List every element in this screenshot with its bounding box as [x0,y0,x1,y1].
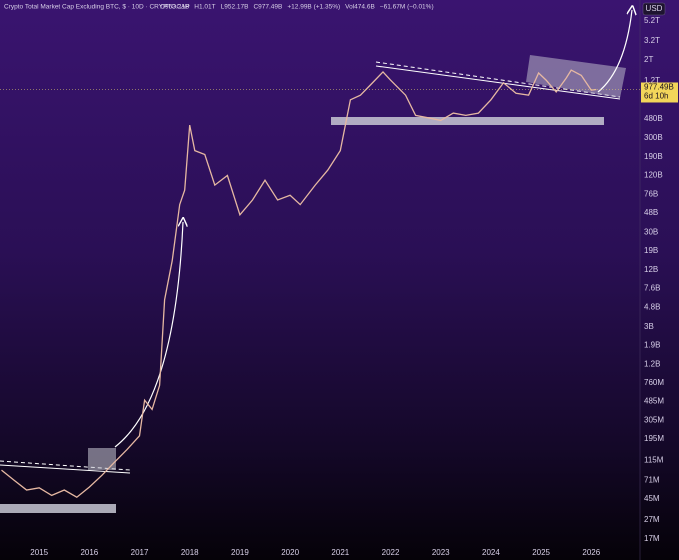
x-tick-label: 2020 [281,548,299,557]
y-tick-label: 27M [644,515,660,524]
y-tick-label: 30B [644,227,658,236]
x-tick-label: 2017 [131,548,149,557]
chart-title: Crypto Total Market Cap Excluding BTC, $… [4,4,190,11]
trend-line [0,464,131,474]
header-value: L952.17B [221,4,249,11]
x-tick-label: 2023 [432,548,450,557]
breakout-box [88,448,116,470]
y-tick-label: 17M [644,534,660,543]
x-tick-label: 2024 [482,548,500,557]
trend-line [375,65,621,100]
support-zone [331,117,604,125]
y-tick-label: 115M [644,456,664,465]
x-tick-label: 2018 [181,548,199,557]
price-label-box [641,82,678,103]
y-tick-label: 45M [644,494,660,503]
price-line [1,69,597,498]
countdown: 6d 10h [644,92,668,101]
support-zone [0,504,116,513]
y-tick-label: 480B [644,114,663,123]
y-tick-label: 1.2B [644,359,660,368]
y-tick-label: 300B [644,133,663,142]
x-tick-label: 2022 [382,548,400,557]
y-tick-label: 305M [644,416,664,425]
arrow [597,10,632,93]
header-value: +12.99B (+1.35%) [287,4,340,11]
header-values: O963.21B H1.01T L952.17B C977.49B +12.99B (+… [160,4,434,11]
y-tick-label: 1.9B [644,341,660,350]
y-tick-label: 7.6B [644,284,660,293]
header-value: C977.49B [253,4,282,11]
header-value: H1.01T [194,4,215,11]
breakout-box [526,55,626,98]
y-tick-label: 485M [644,397,664,406]
x-tick-label: 2019 [231,548,249,557]
y-tick-label: 71M [644,475,660,484]
y-tick-label: 12B [644,265,658,274]
y-tick-label: 760M [644,378,664,387]
y-tick-label: 3.2T [644,36,660,45]
x-tick-label: 2021 [331,548,349,557]
header-value: O963.21B [160,4,189,11]
header-value: Vol474.6B [345,4,375,11]
currency: USD [646,4,663,13]
x-tick-label: 2026 [582,548,600,557]
y-tick-label: 4.8B [644,303,660,312]
x-tick-label: 2025 [532,548,550,557]
header-value: −61.67M (−0.01%) [380,4,434,11]
y-tick-label: 195M [644,434,664,443]
x-tick-label: 2016 [80,548,98,557]
y-tick-label: 1.2T [644,76,660,85]
y-tick-label: 2T [644,55,653,64]
y-tick-label: 48B [644,208,658,217]
y-tick-label: 19B [644,246,658,255]
y-tick-label: 5.2T [644,16,660,25]
y-tick-label: 76B [644,189,658,198]
y-tick-label: 3B [644,322,654,331]
arrow [114,222,183,448]
last-price-label: 977.49B [644,83,674,92]
currency-box [642,2,666,16]
y-tick-label: 190B [644,152,663,161]
x-tick-label: 2015 [30,548,48,557]
y-tick-label: 120B [644,171,663,180]
trend-line [375,61,621,98]
